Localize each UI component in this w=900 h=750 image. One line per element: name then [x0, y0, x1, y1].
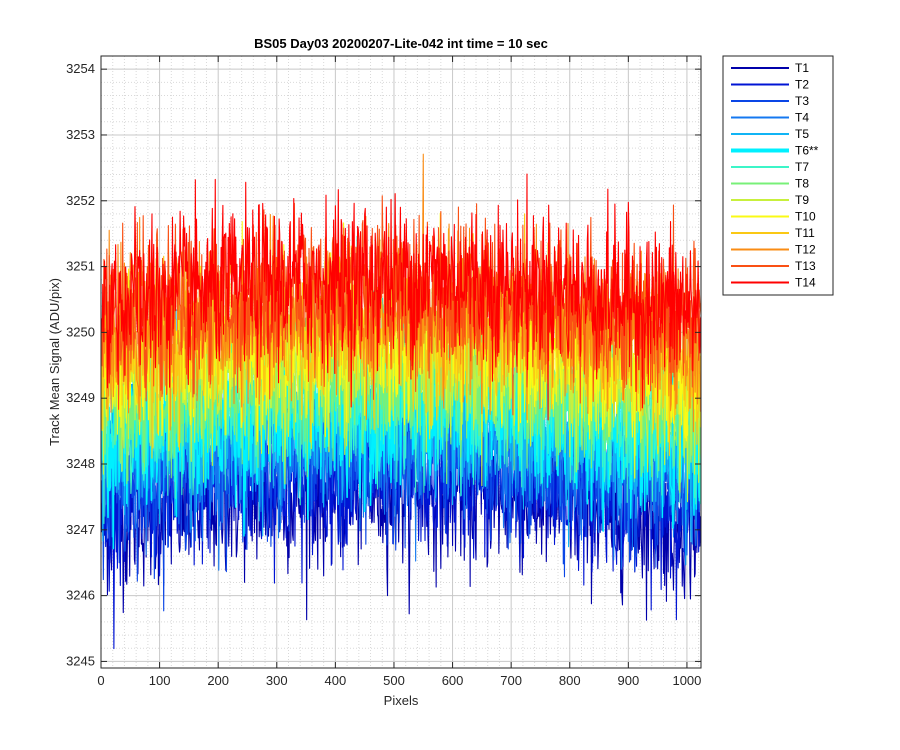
legend-entry: T3 — [795, 94, 809, 108]
y-tick-labels: 3245 3246 3247 3248 3249 3250 3251 3252 3253 3254 — [66, 61, 95, 668]
legend-entry: T13 — [795, 259, 816, 273]
x-tick-label: 800 — [559, 673, 581, 688]
legend-entry: T4 — [795, 111, 809, 125]
x-tick-label: 400 — [325, 673, 347, 688]
series-line-T14 — [101, 173, 701, 421]
x-tick-label: 100 — [149, 673, 171, 688]
x-tick-label: 700 — [500, 673, 522, 688]
x-tick-label: 300 — [266, 673, 288, 688]
legend-box — [722, 55, 834, 296]
y-tick-label: 3254 — [66, 61, 95, 76]
y-tick-label: 3251 — [66, 259, 95, 274]
x-tick-label: 1000 — [672, 673, 701, 688]
y-tick-label: 3252 — [66, 193, 95, 208]
legend-entry: T5 — [795, 127, 809, 141]
legend-entry: T7 — [795, 160, 809, 174]
series-group — [101, 153, 701, 650]
x-tick-label: 900 — [617, 673, 639, 688]
legend-entry: T1 — [795, 61, 809, 75]
legend-entry: T9 — [795, 193, 809, 207]
axes — [100, 55, 702, 669]
x-tick-label: 600 — [442, 673, 464, 688]
legend-entry: T8 — [795, 177, 809, 191]
legend-entry: T10 — [795, 210, 816, 224]
y-tick-label: 3253 — [66, 127, 95, 142]
x-tick-label: 200 — [207, 673, 229, 688]
x-tick-label: 0 — [97, 673, 104, 688]
y-tick-label: 3250 — [66, 324, 95, 339]
legend: T1 T2 T3 T4 T5 T6** T7 T8 T9 T10 T11 T12 T13 T14 — [722, 55, 834, 296]
x-axis-label: Pixels — [384, 693, 419, 708]
chart-title: BS05 Day03 20200207-Lite-042 int time = … — [254, 36, 548, 51]
x-tick-label: 500 — [383, 673, 405, 688]
y-tick-label: 3249 — [66, 390, 95, 405]
y-tick-label: 3247 — [66, 522, 95, 537]
y-tick-label: 3245 — [66, 653, 95, 668]
y-tick-label: 3246 — [66, 588, 95, 603]
legend-entry: T6** — [795, 144, 819, 158]
legend-entry: T14 — [795, 276, 816, 290]
x-tick-labels: 0 100 200 300 400 500 600 700 800 900 1000 — [97, 673, 701, 688]
y-axis-label: Track Mean Signal (ADU/pix) — [47, 278, 62, 446]
legend-entry: T12 — [795, 243, 816, 257]
y-tick-label: 3248 — [66, 456, 95, 471]
series-line-T11 — [101, 213, 701, 459]
legend-entry: T2 — [795, 78, 809, 92]
legend-entry: T11 — [795, 226, 815, 240]
axes-box — [100, 55, 702, 669]
